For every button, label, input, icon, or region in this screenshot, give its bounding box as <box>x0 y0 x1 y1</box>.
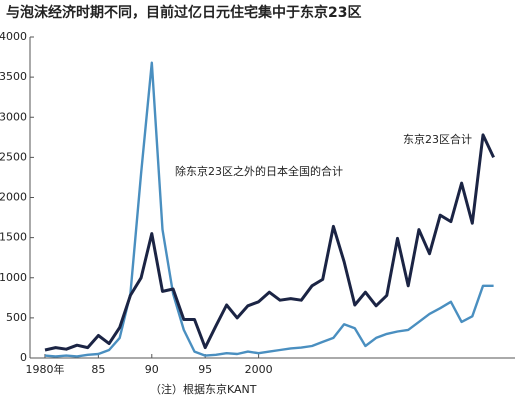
x-tick-label: 1980年 <box>25 362 64 376</box>
y-tick-label: 1500 <box>0 231 27 244</box>
y-tick-label: 0 <box>20 351 27 364</box>
y-tick-label: 3000 <box>0 110 27 123</box>
series-line <box>44 133 495 352</box>
x-tick-label: 85 <box>91 363 105 376</box>
footnote: （注）根据东京KANT <box>150 382 257 396</box>
y-tick-label: 2000 <box>0 191 27 204</box>
chart-title: 与泡沫经济时期不同，目前过亿日元住宅集中于东京23区 <box>6 4 361 21</box>
y-tick-label: 4000 <box>0 30 27 43</box>
x-tick-label: 90 <box>145 363 159 376</box>
y-tick-label: 1000 <box>0 271 27 284</box>
annotation: 除东京23区之外的日本全国的合计 <box>175 164 343 178</box>
y-tick-label: 2500 <box>0 150 27 163</box>
x-tick-label: 2000 <box>245 363 273 376</box>
series-line <box>44 61 494 358</box>
y-tick-label: 3500 <box>0 70 27 83</box>
x-tick-label: 95 <box>198 363 212 376</box>
y-tick-label: 500 <box>6 311 27 324</box>
annotation: 东京23区合计 <box>403 132 472 146</box>
